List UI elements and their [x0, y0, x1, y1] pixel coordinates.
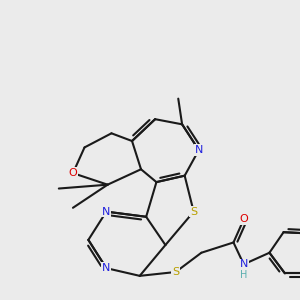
Text: N: N [195, 145, 203, 155]
Text: N: N [240, 259, 248, 269]
Text: S: S [190, 207, 197, 217]
Text: N: N [102, 263, 110, 273]
Text: S: S [172, 267, 179, 277]
Text: H: H [240, 270, 247, 280]
Text: O: O [239, 214, 248, 224]
Text: O: O [69, 168, 77, 178]
Text: N: N [102, 207, 110, 217]
